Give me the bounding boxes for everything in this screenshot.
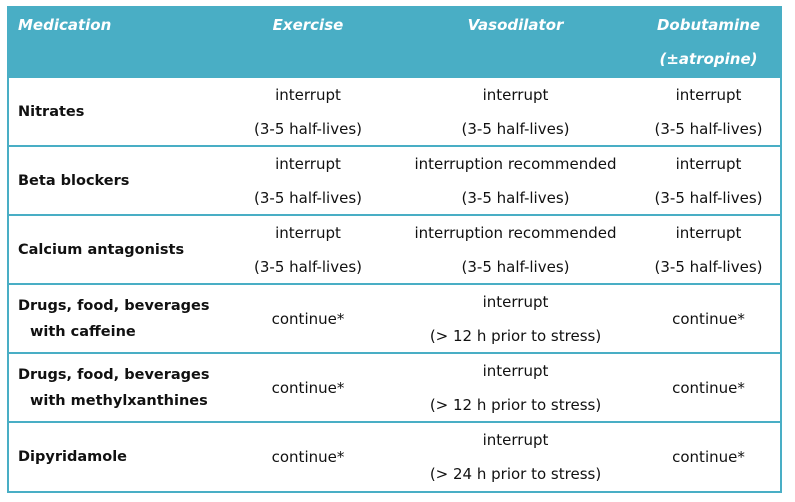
medication-name: with caffeine — [30, 323, 136, 340]
header-medication: Medication — [9, 8, 222, 77]
exercise-instruction: continue* — [271, 309, 345, 328]
vasodilator-instruction: interrupt — [482, 431, 549, 449]
dobutamine-detail: (3-5 half-lives) — [654, 119, 763, 138]
vasodilator-instruction: interrupt — [482, 361, 549, 380]
medication-name: Beta blockers — [18, 172, 130, 189]
vasodilator-value: interrupt (> 12 h prior to stress) — [394, 361, 637, 415]
vasodilator-detail: (> 24 h prior to stress) — [429, 465, 602, 483]
dobutamine-cell: interrupt (3-5 half-lives) — [637, 77, 780, 146]
vasodilator-value: interrupt (> 12 h prior to stress) — [394, 292, 637, 346]
medication-name: Drugs, food, beverages — [18, 297, 210, 314]
table-row: Beta blockers interrupt (3-5 half-lives) in… — [9, 146, 780, 215]
vasodilator-detail: (> 12 h prior to stress) — [429, 395, 602, 414]
dobutamine-instruction: continue* — [672, 309, 745, 328]
dobutamine-cell: continue* — [637, 353, 780, 422]
medication-cell: Calcium antagonists — [9, 215, 222, 284]
medication-cell: Beta blockers — [9, 146, 222, 215]
exercise-cell: interrupt (3-5 half-lives) — [222, 215, 394, 284]
vasodilator-value: interrupt (3-5 half-lives) — [394, 85, 637, 139]
dobutamine-value: continue* — [637, 309, 780, 329]
exercise-cell: continue* — [222, 422, 394, 491]
table-body: Nitrates interrupt (3-5 half-lives) interru… — [9, 77, 780, 491]
medication-name: Dipyridamole — [18, 449, 127, 465]
exercise-value: interrupt (3-5 half-lives) — [222, 223, 394, 277]
vasodilator-value: interrupt (> 24 h prior to stress) — [394, 430, 637, 484]
exercise-detail: (3-5 half-lives) — [254, 257, 362, 276]
header-row: Medication Exercise Vasodilator Dobutami… — [9, 8, 780, 77]
vasodilator-cell: interrupt (> 24 h prior to stress) — [394, 422, 637, 491]
vasodilator-detail: (3-5 half-lives) — [461, 119, 570, 138]
table-row: Drugs, food, beverages with caffeine conti… — [9, 284, 780, 353]
exercise-value: continue* — [222, 309, 394, 329]
medication-cell: Nitrates — [9, 77, 222, 146]
header-dobutamine-line1: Dobutamine — [656, 16, 761, 34]
exercise-value: continue* — [222, 378, 394, 398]
table-row: Nitrates interrupt (3-5 half-lives) interru… — [9, 77, 780, 146]
dobutamine-value: continue* — [637, 378, 780, 398]
dobutamine-value: interrupt (3-5 half-lives) — [637, 154, 780, 208]
table: Medication Exercise Vasodilator Dobutami… — [9, 8, 780, 491]
medication-cell: Drugs, food, beverages with methylxanthin… — [9, 353, 222, 422]
vasodilator-cell: interrupt (> 12 h prior to stress) — [394, 284, 637, 353]
dobutamine-cell: interrupt (3-5 half-lives) — [637, 146, 780, 215]
vasodilator-cell: interrupt (> 12 h prior to stress) — [394, 353, 637, 422]
medication-name: Calcium antagonists — [18, 241, 185, 258]
exercise-cell: continue* — [222, 284, 394, 353]
exercise-detail: (3-5 half-lives) — [254, 188, 362, 207]
medication-name: Drugs, food, beverages — [18, 366, 210, 383]
dobutamine-instruction: interrupt — [675, 85, 742, 104]
table-row: Dipyridamole continue* interrupt (> 24 h pr… — [9, 422, 780, 491]
dobutamine-value: interrupt (3-5 half-lives) — [637, 223, 780, 277]
exercise-detail: (3-5 half-lives) — [254, 119, 362, 138]
dobutamine-cell: interrupt (3-5 half-lives) — [637, 215, 780, 284]
vasodilator-detail: (> 12 h prior to stress) — [429, 326, 602, 345]
dobutamine-instruction: interrupt — [675, 223, 742, 242]
exercise-instruction: interrupt — [275, 223, 341, 242]
exercise-instruction: continue* — [271, 448, 345, 466]
vasodilator-cell: interruption recommended (3-5 half-lives) — [394, 146, 637, 215]
dobutamine-instruction: continue* — [672, 448, 745, 466]
dobutamine-detail: (3-5 half-lives) — [654, 188, 763, 207]
vasodilator-instruction: interrupt — [482, 292, 549, 311]
exercise-instruction: interrupt — [275, 85, 341, 104]
exercise-cell: continue* — [222, 353, 394, 422]
dobutamine-instruction: continue* — [672, 378, 745, 397]
vasodilator-detail: (3-5 half-lives) — [461, 188, 570, 207]
vasodilator-cell: interruption recommended (3-5 half-lives) — [394, 215, 637, 284]
exercise-instruction: continue* — [271, 378, 345, 397]
dobutamine-instruction: interrupt — [675, 154, 742, 173]
medication-table: Medication Exercise Vasodilator Dobutami… — [7, 6, 782, 493]
dobutamine-detail: (3-5 half-lives) — [654, 257, 763, 276]
exercise-value: interrupt (3-5 half-lives) — [222, 85, 394, 139]
exercise-cell: interrupt (3-5 half-lives) — [222, 146, 394, 215]
medication-cell: Dipyridamole — [9, 422, 222, 491]
header-vasodilator: Vasodilator — [394, 8, 637, 77]
medication-cell: Drugs, food, beverages with caffeine — [9, 284, 222, 353]
exercise-cell: interrupt (3-5 half-lives) — [222, 77, 394, 146]
table-header: Medication Exercise Vasodilator Dobutami… — [9, 8, 780, 77]
vasodilator-instruction: interruption recommended — [414, 223, 617, 242]
header-dobutamine: Dobutamine (±atropine) — [637, 8, 780, 77]
vasodilator-detail: (3-5 half-lives) — [461, 257, 570, 276]
dobutamine-cell: continue* — [637, 422, 780, 491]
exercise-value: continue* — [222, 447, 394, 467]
header-dobutamine-line2: (±atropine) — [659, 50, 758, 68]
table-row: Drugs, food, beverages with methylxanthin… — [9, 353, 780, 422]
vasodilator-instruction: interrupt — [482, 85, 549, 104]
vasodilator-cell: interrupt (3-5 half-lives) — [394, 77, 637, 146]
medication-name: with methylxanthines — [30, 392, 208, 409]
exercise-value: interrupt (3-5 half-lives) — [222, 154, 394, 208]
exercise-instruction: interrupt — [275, 154, 341, 173]
dobutamine-value: continue* — [637, 447, 780, 467]
dobutamine-value: interrupt (3-5 half-lives) — [637, 85, 780, 139]
header-exercise: Exercise — [222, 8, 394, 77]
vasodilator-value: interruption recommended (3-5 half-lives) — [394, 223, 637, 277]
vasodilator-instruction: interruption recommended — [414, 154, 617, 173]
table-row: Calcium antagonists interrupt (3-5 half-li… — [9, 215, 780, 284]
vasodilator-value: interruption recommended (3-5 half-lives) — [394, 154, 637, 208]
dobutamine-cell: continue* — [637, 284, 780, 353]
medication-name: Nitrates — [18, 103, 85, 120]
